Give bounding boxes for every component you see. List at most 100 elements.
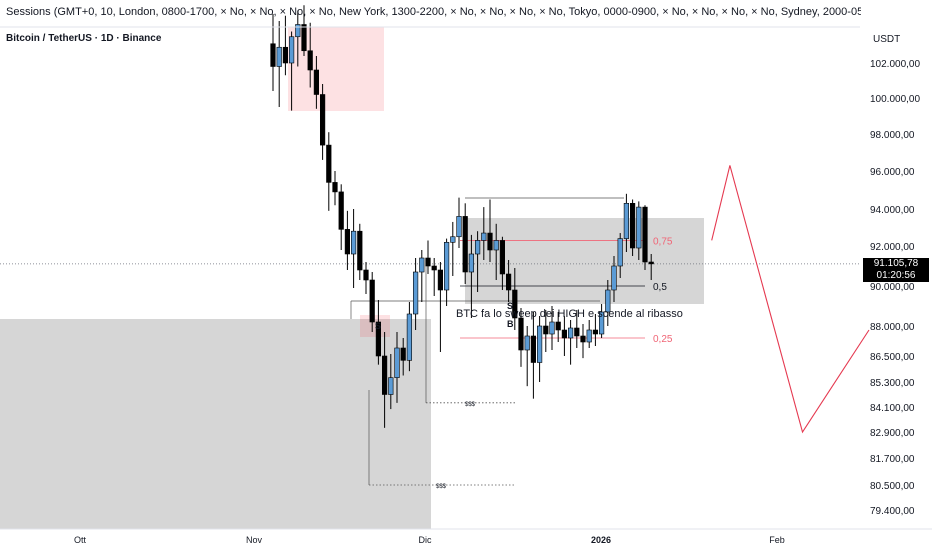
candle-42-body: [524, 335, 530, 351]
candle-8-body: [313, 69, 320, 95]
candle-22-body: [400, 347, 406, 361]
candle-7-body: [307, 50, 313, 71]
time-tick-label: Feb: [769, 535, 785, 545]
candle-60-body: [636, 206, 642, 249]
candle-18-body: [375, 321, 382, 357]
candle-38-body: [499, 240, 506, 275]
session-highlight-zone: [360, 315, 390, 337]
price-tick-label: 80.500,00: [870, 481, 915, 492]
fib-level-1-label: 0,75: [653, 236, 673, 247]
candle-58-body: [623, 203, 629, 239]
candle-49-body: [567, 327, 574, 339]
candle-61-body: [642, 206, 648, 263]
candle-45-body: [543, 325, 549, 335]
candle-34-body: [474, 240, 481, 255]
last-price-label: 91.105,78 01:20:56: [863, 258, 929, 282]
candle-51-body: [580, 335, 586, 343]
candle-14-body: [350, 230, 357, 255]
session-label-2: S: [507, 301, 513, 311]
candle-44-body: [536, 325, 543, 363]
candle-23-body: [406, 313, 413, 361]
candle-19-body: [381, 355, 388, 395]
candle-37-body: [493, 240, 499, 251]
candle-13-body: [344, 229, 351, 255]
price-tick-label: 88.000,00: [870, 322, 915, 333]
candle-5-body: [295, 24, 301, 38]
candle-9-body: [319, 94, 326, 146]
projection-path: [711, 165, 870, 434]
bar-countdown: 01:20:56: [876, 270, 916, 281]
fib-level-3-label: 0,25: [653, 334, 673, 345]
last-price-value: 91.105,78: [873, 258, 919, 269]
candle-4-body: [288, 36, 295, 64]
liquidity-marker-1-label: $$$: [465, 402, 476, 408]
candle-54-body: [598, 311, 605, 335]
fib-level-2-label: 0,5: [653, 282, 667, 293]
candle-6-body: [301, 24, 307, 52]
time-tick-label: 2026: [591, 535, 611, 545]
price-tick-label: 86.500,00: [870, 352, 915, 363]
candle-3-body: [282, 46, 289, 64]
price-tick-label: 98.000,00: [870, 130, 915, 141]
price-tick-label: 82.900,00: [870, 428, 915, 439]
candle-47-body: [555, 321, 561, 331]
price-tick-label: 100.000,00: [870, 94, 920, 105]
candle-27-body: [431, 265, 437, 271]
candle-62-body: [648, 261, 654, 265]
candle-43-body: [530, 335, 536, 363]
candle-40-body: [512, 289, 518, 319]
candle-2-body: [276, 46, 282, 67]
candle-32-body: [462, 216, 468, 273]
price-tick-label: 84.100,00: [870, 403, 915, 414]
price-tick-label: 96.000,00: [870, 167, 915, 178]
price-tick-label: 92.000,00: [870, 242, 915, 253]
sessions-indicator-legend[interactable]: Sessions (GMT+0, 10, London, 0800-1700, …: [6, 6, 861, 18]
price-tick-label: 79.400,00: [870, 506, 915, 517]
candle-57-body: [617, 238, 623, 267]
price-tick-label: 85.300,00: [870, 378, 915, 389]
candle-41-body: [518, 317, 524, 351]
candle-46-body: [549, 321, 555, 335]
price-currency: USDT: [873, 34, 901, 45]
chart-annotation[interactable]: BTC fa lo sweep dei HIGH e scende al rib…: [456, 308, 683, 320]
price-tick-label: 90.000,00: [870, 282, 915, 293]
time-tick-label: Dic: [419, 535, 432, 545]
candle-17-body: [369, 279, 375, 323]
price-tick-label: 102.000,00: [870, 59, 920, 70]
candle-1-body: [270, 43, 276, 67]
candle-35-body: [481, 232, 487, 241]
candle-59-body: [629, 203, 636, 249]
candle-48-body: [561, 329, 567, 339]
candle-29-body: [443, 242, 450, 291]
candle-55-body: [605, 289, 611, 313]
candle-30-body: [450, 236, 456, 243]
candle-53-body: [592, 329, 598, 335]
time-tick-label: Ott: [74, 535, 87, 545]
candle-50-body: [574, 327, 580, 337]
symbol-title[interactable]: Bitcoin / TetherUS · 1D · Binance: [6, 33, 162, 44]
candle-26-body: [425, 257, 431, 267]
session-label-3: B: [507, 319, 514, 329]
price-tick-label: 81.700,00: [870, 454, 915, 465]
candle-11-body: [332, 182, 338, 193]
time-tick-label: Nov: [246, 535, 263, 545]
candle-15-body: [357, 230, 363, 271]
candle-28-body: [437, 269, 444, 291]
candle-39-body: [505, 273, 512, 291]
candle-12-body: [338, 191, 344, 230]
candle-25-body: [419, 257, 425, 273]
candle-52-body: [586, 329, 592, 343]
price-tick-label: 94.000,00: [870, 205, 915, 216]
candle-21-body: [394, 347, 400, 378]
candle-16-body: [363, 269, 369, 281]
candle-24-body: [412, 271, 419, 315]
candle-20-body: [388, 377, 394, 395]
session-label-1: S: [375, 321, 381, 331]
candle-10-body: [326, 144, 332, 183]
candle-56-body: [611, 265, 617, 291]
demand-zone-left: [0, 319, 431, 529]
candle-31-body: [456, 216, 462, 238]
candle-33-body: [468, 253, 475, 273]
liquidity-marker-2-label: $$$: [436, 484, 447, 490]
